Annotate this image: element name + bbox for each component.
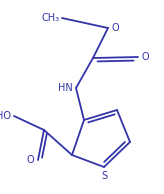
Text: S: S (101, 171, 107, 181)
Text: CH₃: CH₃ (42, 13, 60, 23)
Text: HN: HN (58, 83, 73, 93)
Text: HO: HO (0, 111, 11, 121)
Text: O: O (111, 23, 119, 33)
Text: O: O (26, 155, 34, 165)
Text: O: O (142, 52, 150, 62)
